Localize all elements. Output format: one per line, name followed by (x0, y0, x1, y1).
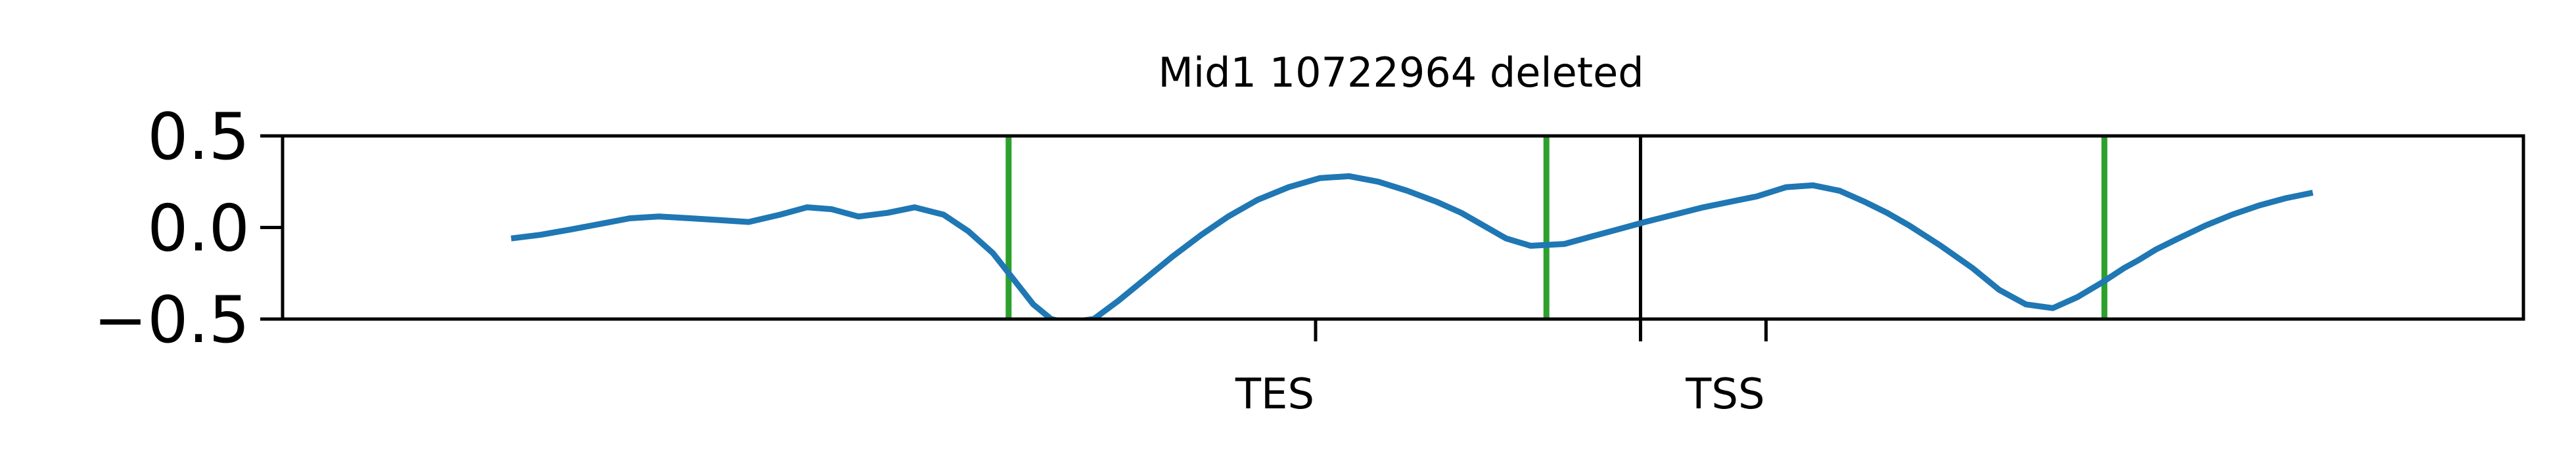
series-lines (511, 173, 2314, 319)
x-axis: TES TSS (1235, 319, 1768, 419)
xtick-label-0: TES (1235, 370, 1314, 419)
chart-title: Mid1 10722964 deleted (1158, 49, 1644, 97)
series-line-0 (511, 173, 2314, 319)
y-axis: 0.5 0.0 −0.5 (93, 100, 283, 358)
ytick-label-2: −0.5 (93, 283, 250, 358)
vertical-markers (1005, 136, 2107, 319)
xtick-label-2: TSS (1685, 370, 1764, 419)
ytick-label-1: 0.0 (147, 192, 250, 267)
ytick-label-0: 0.5 (147, 100, 250, 175)
